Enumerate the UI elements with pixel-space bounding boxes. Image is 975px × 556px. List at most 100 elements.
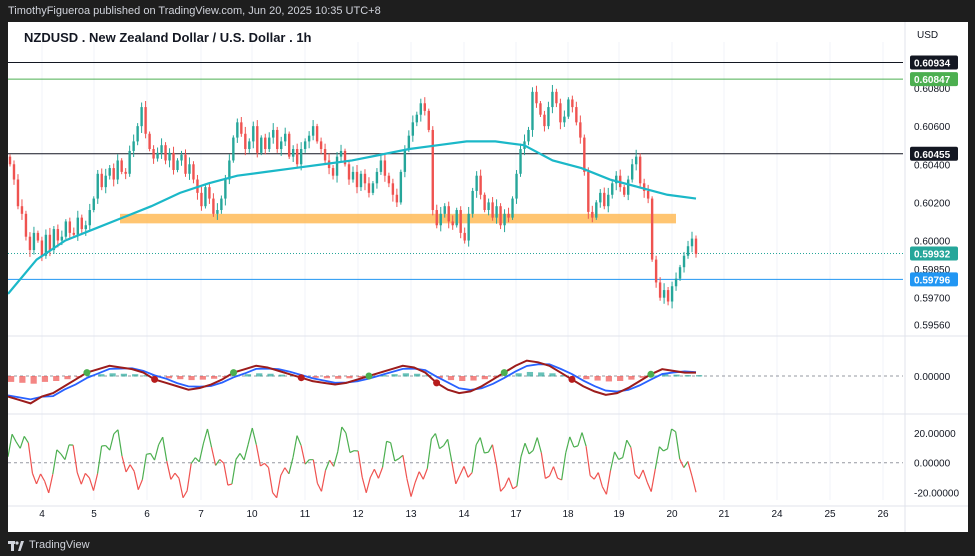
osc-line-segment [440,446,444,449]
osc-line-segment [244,444,248,460]
candle-body [563,117,565,123]
candle-body [320,141,322,149]
macd-histogram-bar [549,373,555,376]
horizontal-lines [8,62,903,279]
candle-body [392,183,394,194]
macd-histogram-bar [8,376,14,382]
candle-body [69,221,71,232]
x-tick-label: 7 [198,509,204,520]
candle-body [531,92,533,130]
macd-histogram-bar [279,375,285,377]
osc-y-tick-label: 20.00000 [914,429,956,440]
macd-histogram-bar [188,376,194,380]
candle-body [543,115,545,126]
osc-line-segment [305,460,309,464]
osc-line-segment [611,452,615,471]
candle-body [316,126,318,141]
osc-line-segment [36,474,40,484]
candle-body [487,202,489,210]
osc-line-segment [297,436,301,446]
candle-body [483,195,485,210]
x-tick-label: 4 [39,509,45,520]
macd-histogram-bar [200,376,206,380]
x-tick-label: 13 [405,509,417,520]
candle-body [61,237,63,241]
macd-histogram-bar [459,376,465,381]
candle-body [284,134,286,142]
candle-body [376,172,378,183]
osc-line-segment [106,446,110,451]
macd-histogram-bar [132,374,138,376]
osc-line-segment [98,446,102,474]
candle-body [25,214,27,237]
osc-line-segment [281,468,285,476]
candle-body [671,286,673,301]
candle-body [360,174,362,187]
candle-body [527,130,529,141]
osc-line-segment [468,473,472,478]
candle-body [308,136,310,142]
candle-body [136,126,138,141]
osc-line-segment [228,484,232,485]
y-tick-label: 0.60400 [914,160,951,171]
osc-line-segment [252,428,256,445]
candle-body [452,221,454,225]
candle-body [244,134,246,149]
osc-line-segment [692,476,696,492]
osc-line-segment [643,470,647,482]
osc-line-segment [49,474,53,493]
candle-body [13,164,15,179]
x-tick-label: 14 [458,509,470,520]
candle-body [65,221,67,236]
osc-line-segment [61,454,65,460]
candle-body [93,199,95,210]
candle-body [77,218,79,235]
candle-body [232,138,234,161]
candle-body [432,130,434,210]
price-badge-label: 0.59796 [914,275,951,286]
candle-body [555,92,557,103]
candle-body [216,210,218,214]
candles [9,85,697,308]
candle-body [499,206,501,225]
osc-line-segment [598,473,602,487]
osc-line-segment [655,447,659,469]
publisher-line: TimothyFigueroa published on TradingView… [0,5,381,17]
osc-line-segment [501,487,505,492]
osc-line-segment [236,453,240,459]
osc-line-segment [509,478,513,489]
candle-body [240,122,242,133]
osc-line-segment [399,455,403,458]
candle-body [495,206,497,217]
osc-line-segment [578,433,582,446]
macd-histogram-bar [391,374,397,376]
osc-line-segment [350,451,354,453]
candle-body [380,160,382,171]
osc-line-segment [472,445,476,473]
candle-body [408,136,410,149]
candle-body [503,214,505,225]
candle-body [364,174,366,184]
candle-body [268,138,270,149]
macd-cross-marker [298,374,305,381]
osc-line-segment [460,466,464,475]
price-badge-label: 0.60934 [914,58,951,69]
candle-body [260,138,262,153]
candle-body [252,126,254,141]
x-tick-label: 6 [144,509,150,520]
candle-body [288,134,290,157]
candle-body [448,206,450,221]
candle-body [21,206,23,214]
candle-body [463,233,465,241]
candle-body [33,233,35,250]
candle-body [324,149,326,160]
osc-line-segment [28,443,32,473]
osc-line-segment [668,429,672,449]
x-tick-label: 18 [562,509,574,520]
candle-body [144,107,146,134]
candle-body [575,107,577,122]
osc-line-segment [464,466,468,477]
